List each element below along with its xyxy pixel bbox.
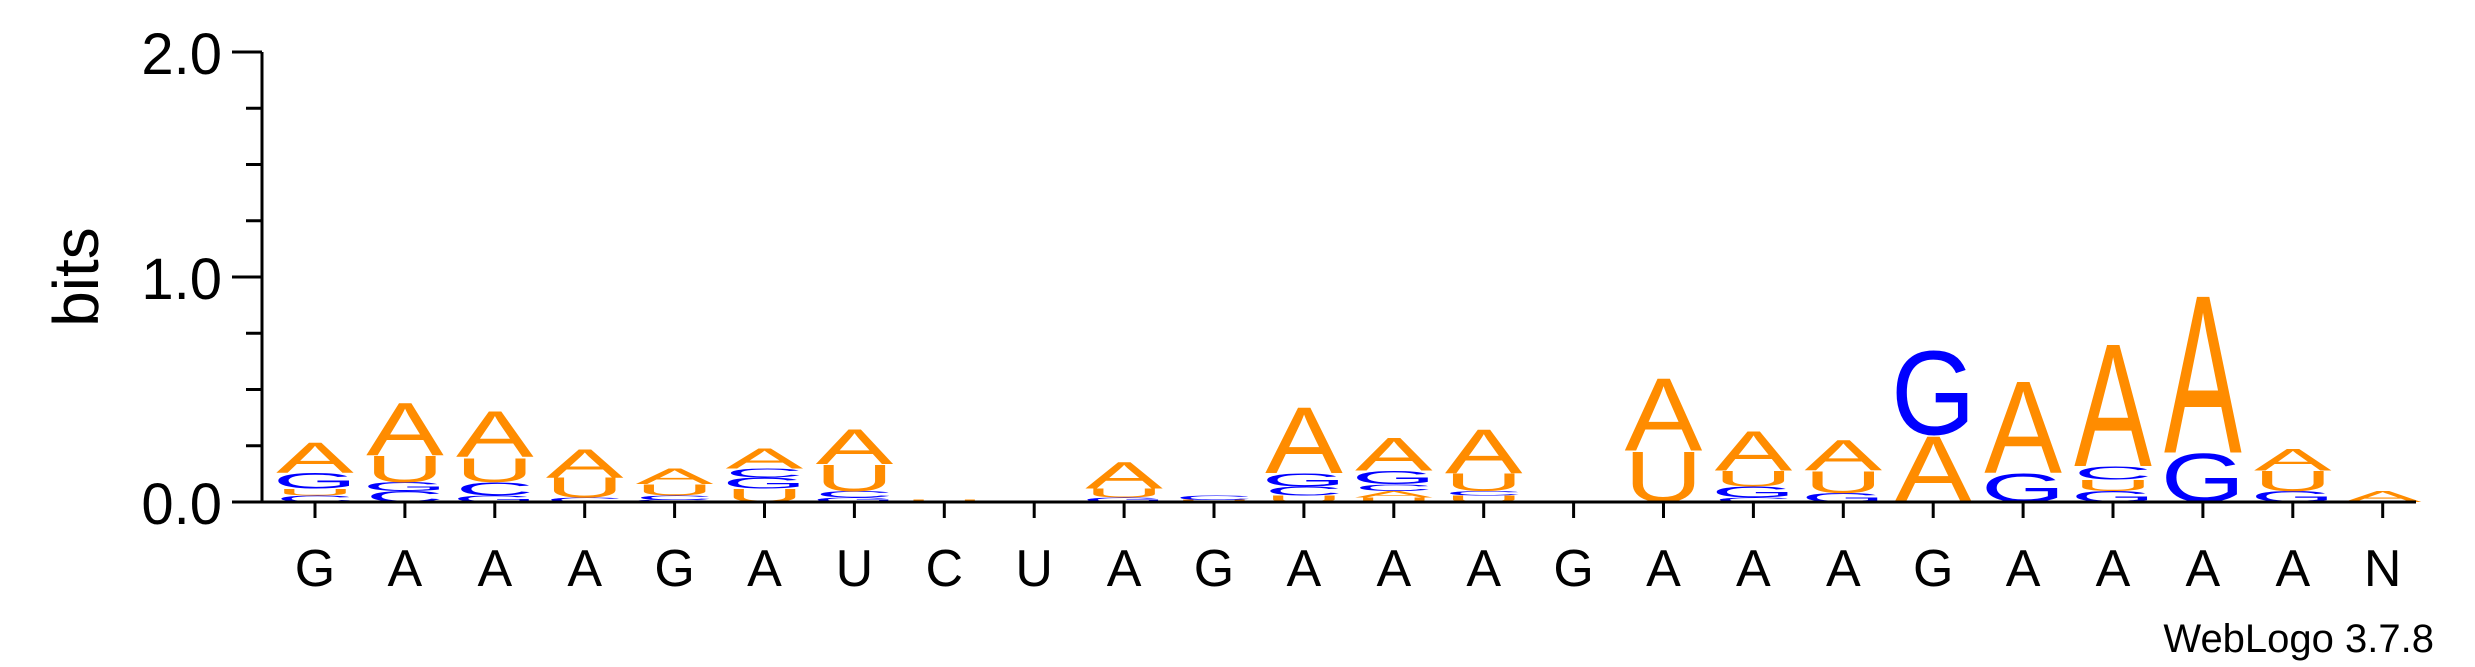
logo-letter-U: U bbox=[276, 487, 354, 498]
logo-letter-G: G bbox=[1082, 496, 1166, 503]
logo-letter-A: A bbox=[1625, 357, 1703, 473]
x-tick-label: G bbox=[1553, 540, 1593, 598]
logo-letter-A: A bbox=[1445, 416, 1523, 487]
logo-letter-A: A bbox=[1265, 388, 1343, 493]
logo-letter-U: U bbox=[366, 448, 444, 490]
logo-letter-A: A bbox=[816, 419, 894, 475]
logo-letter-C: C bbox=[815, 489, 893, 500]
x-tick-label: U bbox=[836, 540, 874, 598]
y-ticks: 0.0 1.0 2.0 bbox=[141, 22, 262, 537]
y-tick-label: 0.0 bbox=[141, 472, 222, 537]
logo-letter-A: A bbox=[1984, 354, 2062, 501]
logo-letter-C: C bbox=[1175, 494, 1253, 501]
x-tick-label: A bbox=[1646, 540, 1681, 598]
logo-letter-G: G bbox=[812, 496, 896, 503]
x-tick-label: A bbox=[2186, 540, 2221, 598]
logo-letter-A: A bbox=[546, 441, 625, 486]
logo-letter-G: G bbox=[1262, 470, 1346, 491]
logo-letter-U: U bbox=[1355, 496, 1433, 503]
logo-letter-A: A bbox=[1355, 428, 1434, 481]
logo-letter-U: U bbox=[815, 457, 893, 499]
logo-letter-A: A bbox=[2164, 249, 2242, 502]
logo-letter-C: C bbox=[1265, 484, 1343, 498]
x-tick-label: A bbox=[747, 540, 782, 598]
logo-letter-U: U bbox=[1085, 486, 1163, 500]
logo-letter-C: C bbox=[635, 494, 713, 501]
logo-letter-U: U bbox=[546, 472, 624, 504]
logo-letter-U: U bbox=[456, 451, 534, 490]
logo-letter-A: A bbox=[1804, 431, 1882, 480]
x-tick-label: C bbox=[926, 540, 964, 598]
logo-letter-C: C bbox=[546, 496, 624, 503]
logo-letter-A: A bbox=[636, 464, 714, 489]
logo-letter-C: C bbox=[725, 466, 803, 480]
logo-letter-A: A bbox=[1085, 455, 1163, 497]
logo-letter-C: C bbox=[1714, 496, 1792, 503]
logo-letter-G: G bbox=[273, 469, 357, 494]
x-tick-label: A bbox=[1736, 540, 1771, 598]
logo-letter-U: U bbox=[1265, 494, 1343, 505]
x-tick-label: G bbox=[654, 540, 694, 598]
x-tick-label: A bbox=[2096, 540, 2131, 598]
x-tick-label: N bbox=[2364, 540, 2402, 598]
logo-letter-U: U bbox=[1445, 468, 1523, 496]
logo-letter-U: U bbox=[1445, 494, 1523, 505]
logo-letter-C: C bbox=[2074, 463, 2152, 484]
logo-letter-A: A bbox=[276, 433, 354, 482]
logo-letter-A: A bbox=[726, 443, 804, 475]
x-tick-label: G bbox=[1194, 540, 1234, 598]
x-tick-label: A bbox=[1376, 540, 1411, 598]
logo-letter-U: U bbox=[2074, 477, 2152, 494]
logo-letter-G: G bbox=[1352, 467, 1436, 488]
logo-letter-A: A bbox=[1355, 489, 1433, 500]
logo-letter-A: A bbox=[366, 386, 444, 471]
logo-letter-U: U bbox=[635, 481, 713, 498]
x-tick-label: U bbox=[1015, 540, 1053, 598]
logo-stacks: CUGACGUAGCUACUAGCUAUGCAGCUAUUGUAUCUCGAUA… bbox=[273, 249, 2422, 523]
x-tick-label: G bbox=[295, 540, 335, 598]
logo-letter-A: A bbox=[1715, 420, 1793, 483]
weblogo-watermark: WebLogo 3.7.8 bbox=[2163, 617, 2434, 661]
x-tick-label: A bbox=[2006, 540, 2041, 598]
logo-letter-C: C bbox=[1445, 490, 1523, 497]
logo-letter-C: C bbox=[1355, 482, 1433, 493]
logo-letter-U: U bbox=[1714, 466, 1792, 491]
logo-letter-G: G bbox=[1711, 483, 1795, 500]
logo-letter-G: G bbox=[453, 494, 537, 505]
y-tick-label: 2.0 bbox=[141, 22, 222, 87]
x-tick-label: G bbox=[1913, 540, 1953, 598]
y-tick-label: 1.0 bbox=[141, 247, 222, 312]
logo-letter-A: A bbox=[2254, 442, 2332, 477]
logo-letter-A: A bbox=[456, 398, 534, 472]
logo-letter-U: U bbox=[2254, 465, 2332, 497]
y-axis-label: bits bbox=[40, 227, 112, 327]
logo-letter-G: G bbox=[722, 474, 806, 491]
x-tick-label: A bbox=[477, 540, 512, 598]
x-tick-label: A bbox=[2275, 540, 2310, 598]
x-tick-label: A bbox=[1826, 540, 1861, 598]
logo-letter-C: C bbox=[276, 494, 354, 505]
x-tick-label: A bbox=[388, 540, 423, 598]
x-tick-label: A bbox=[1287, 540, 1322, 598]
logo-letter-G: G bbox=[1891, 328, 1975, 461]
logo-letter-A: A bbox=[2074, 307, 2152, 504]
logo-letter-G: G bbox=[363, 480, 447, 494]
x-tick-label: A bbox=[1466, 540, 1501, 598]
x-tick-label: A bbox=[1107, 540, 1142, 598]
x-tick-label: A bbox=[567, 540, 602, 598]
logo-letter-C: C bbox=[456, 479, 534, 500]
logo-letter-U: U bbox=[1804, 465, 1882, 500]
